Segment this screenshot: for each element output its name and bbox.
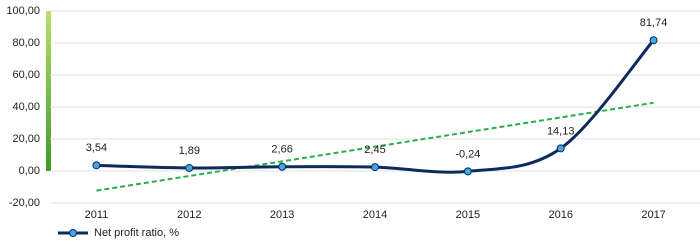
legend-label: Net profit ratio, % (94, 227, 179, 239)
trend-line (96, 101, 654, 192)
point-marker (278, 162, 287, 171)
legend-marker (69, 229, 77, 237)
x-tick-label: 2014 (363, 209, 387, 221)
data-label: 81,74 (640, 17, 668, 29)
point-marker (463, 167, 472, 176)
data-label: 1,89 (179, 145, 200, 157)
point-marker (92, 161, 101, 170)
y-tick-label: 60,00 (12, 69, 40, 81)
y-tick-label: 0,00 (19, 165, 40, 177)
data-label: 14,13 (547, 125, 575, 137)
x-tick-label: 2012 (177, 209, 201, 221)
y-tick-label: -20,00 (9, 197, 40, 209)
x-tick-label: 2011 (85, 209, 109, 221)
data-label: 3,54 (86, 142, 107, 154)
point-marker (185, 163, 194, 172)
y-tick-label: 20,00 (12, 133, 40, 145)
x-tick-label: 2013 (270, 209, 294, 221)
axis-accent (46, 11, 51, 171)
data-label: -0,24 (455, 148, 480, 160)
point-marker (556, 144, 565, 153)
y-tick-label: 40,00 (12, 101, 40, 113)
data-label: 2,66 (271, 144, 292, 156)
data-label: 2,45 (364, 144, 385, 156)
point-marker (649, 36, 658, 45)
y-tick-label: 80,00 (12, 37, 40, 49)
point-marker (371, 163, 379, 172)
x-tick-label: 2015 (456, 209, 480, 221)
x-tick-label: 2016 (548, 209, 572, 221)
x-tick-label: 2017 (641, 209, 665, 221)
y-tick-label: 100,00 (6, 5, 40, 17)
